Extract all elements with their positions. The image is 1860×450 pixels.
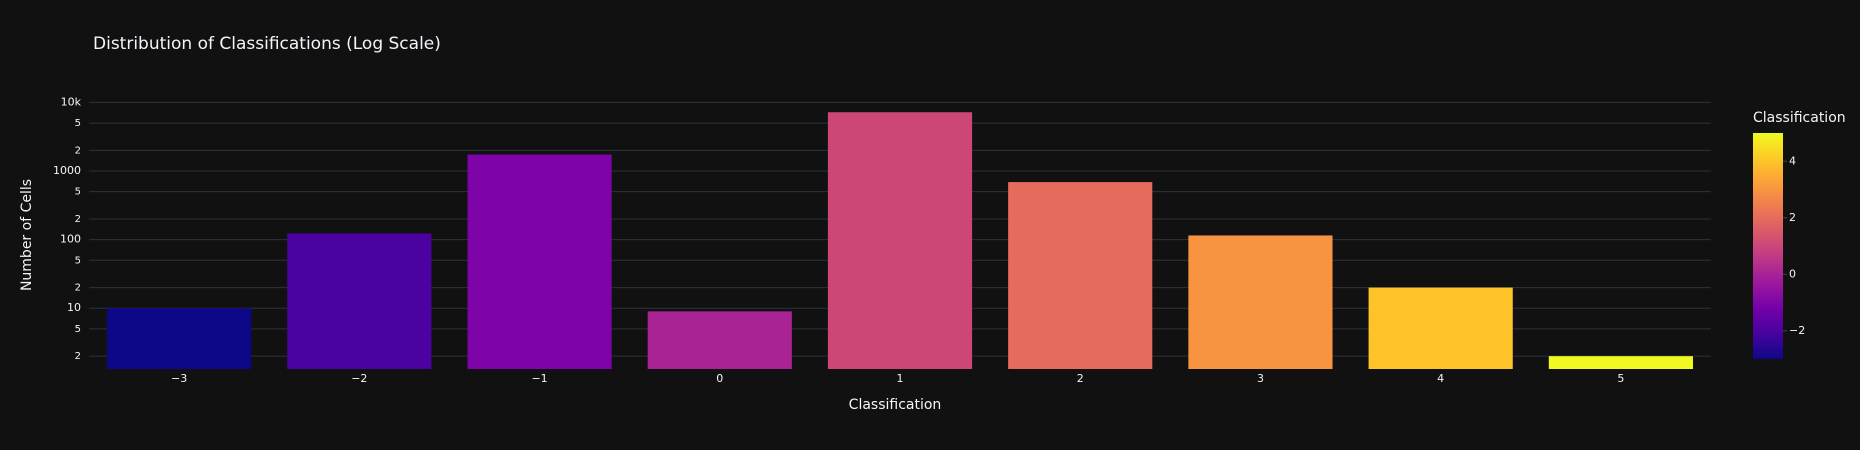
y-tick-label: 1000	[53, 164, 81, 177]
colorbar-tick-label: 4	[1789, 154, 1796, 167]
x-tick-label: 1	[897, 372, 904, 385]
colorbar-tick-label: −2	[1789, 324, 1805, 337]
bar	[1008, 182, 1153, 369]
x-tick-label: 0	[716, 372, 723, 385]
y-tick-label: 2	[75, 283, 81, 294]
y-tick-label: 2	[75, 145, 81, 156]
y-tick-label: 5	[75, 187, 81, 198]
bar	[647, 311, 792, 369]
bar	[467, 154, 612, 369]
y-tick-label: 2	[75, 214, 81, 225]
x-tick-label: 3	[1257, 372, 1264, 385]
x-tick-label: 4	[1437, 372, 1444, 385]
y-tick-label: 5	[75, 255, 81, 266]
bar	[1548, 356, 1693, 369]
colorbar-tick-label: 0	[1789, 267, 1796, 280]
y-tick-label: 5	[75, 324, 81, 335]
x-tick-label: 5	[1617, 372, 1624, 385]
y-tick-label: 2	[75, 351, 81, 362]
y-tick-label: 10k	[61, 95, 82, 108]
bar	[827, 112, 973, 370]
x-axis-title: Classification	[849, 397, 942, 413]
x-tick-label: −3	[171, 372, 187, 385]
x-tick-label: 2	[1077, 372, 1084, 385]
bar	[287, 233, 432, 369]
y-tick-label: 10	[67, 301, 81, 314]
y-tick-label: 100	[60, 233, 81, 246]
bar	[107, 308, 252, 369]
x-tick-label: −2	[351, 372, 367, 385]
bar	[1188, 235, 1333, 369]
colorbar-tick-label: 2	[1789, 211, 1796, 224]
colorbar-title: Classification	[1753, 110, 1846, 126]
y-tick-label: 5	[75, 118, 81, 129]
chart-title: Distribution of Classifications (Log Sca…	[93, 34, 441, 54]
y-axis-title: Number of Cells	[19, 179, 35, 291]
colorbar	[1753, 133, 1783, 359]
bar	[1368, 287, 1513, 369]
x-tick-label: −1	[531, 372, 547, 385]
